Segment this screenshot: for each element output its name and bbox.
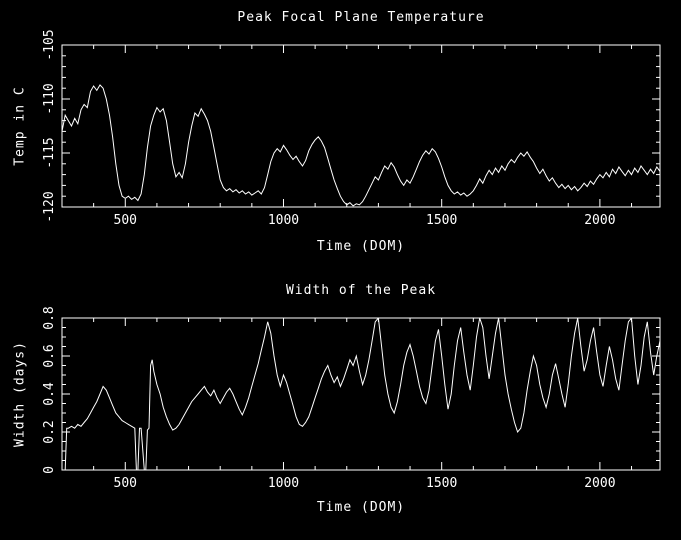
y-tick-label: -115 — [42, 137, 57, 168]
y-tick-label: 0.8 — [42, 306, 57, 329]
axes-box — [61, 317, 661, 471]
chart2-title: Width of the Peak — [285, 283, 437, 298]
axes-box — [61, 44, 661, 208]
x-tick-label: 2000 — [584, 213, 615, 228]
x-tick-label: 1000 — [268, 213, 299, 228]
peak-width-line — [64, 318, 660, 470]
y-tick-label: -105 — [42, 29, 57, 60]
y-tick-label: -110 — [42, 83, 57, 114]
y-tick-label: -120 — [42, 191, 57, 222]
y-tick-label: 0.2 — [42, 420, 57, 443]
peak-temp-line — [62, 84, 660, 207]
x-tick-label: 1000 — [268, 476, 299, 491]
x-tick-label: 2000 — [584, 476, 615, 491]
y-tick-label: 0.6 — [42, 344, 57, 367]
x-tick-label: 500 — [114, 476, 137, 491]
chart1-xaxis-label: Time (DOM) — [316, 239, 406, 254]
x-tick-label: 1500 — [426, 476, 457, 491]
y-tick-label: 0.4 — [42, 382, 57, 406]
x-tick-label: 1500 — [426, 213, 457, 228]
chart2-xaxis-label: Time (DOM) — [316, 500, 406, 515]
y-tick-label: 0 — [42, 466, 57, 474]
x-tick-label: 500 — [114, 213, 137, 228]
chart1-title: Peak Focal Plane Temperature — [237, 10, 485, 25]
